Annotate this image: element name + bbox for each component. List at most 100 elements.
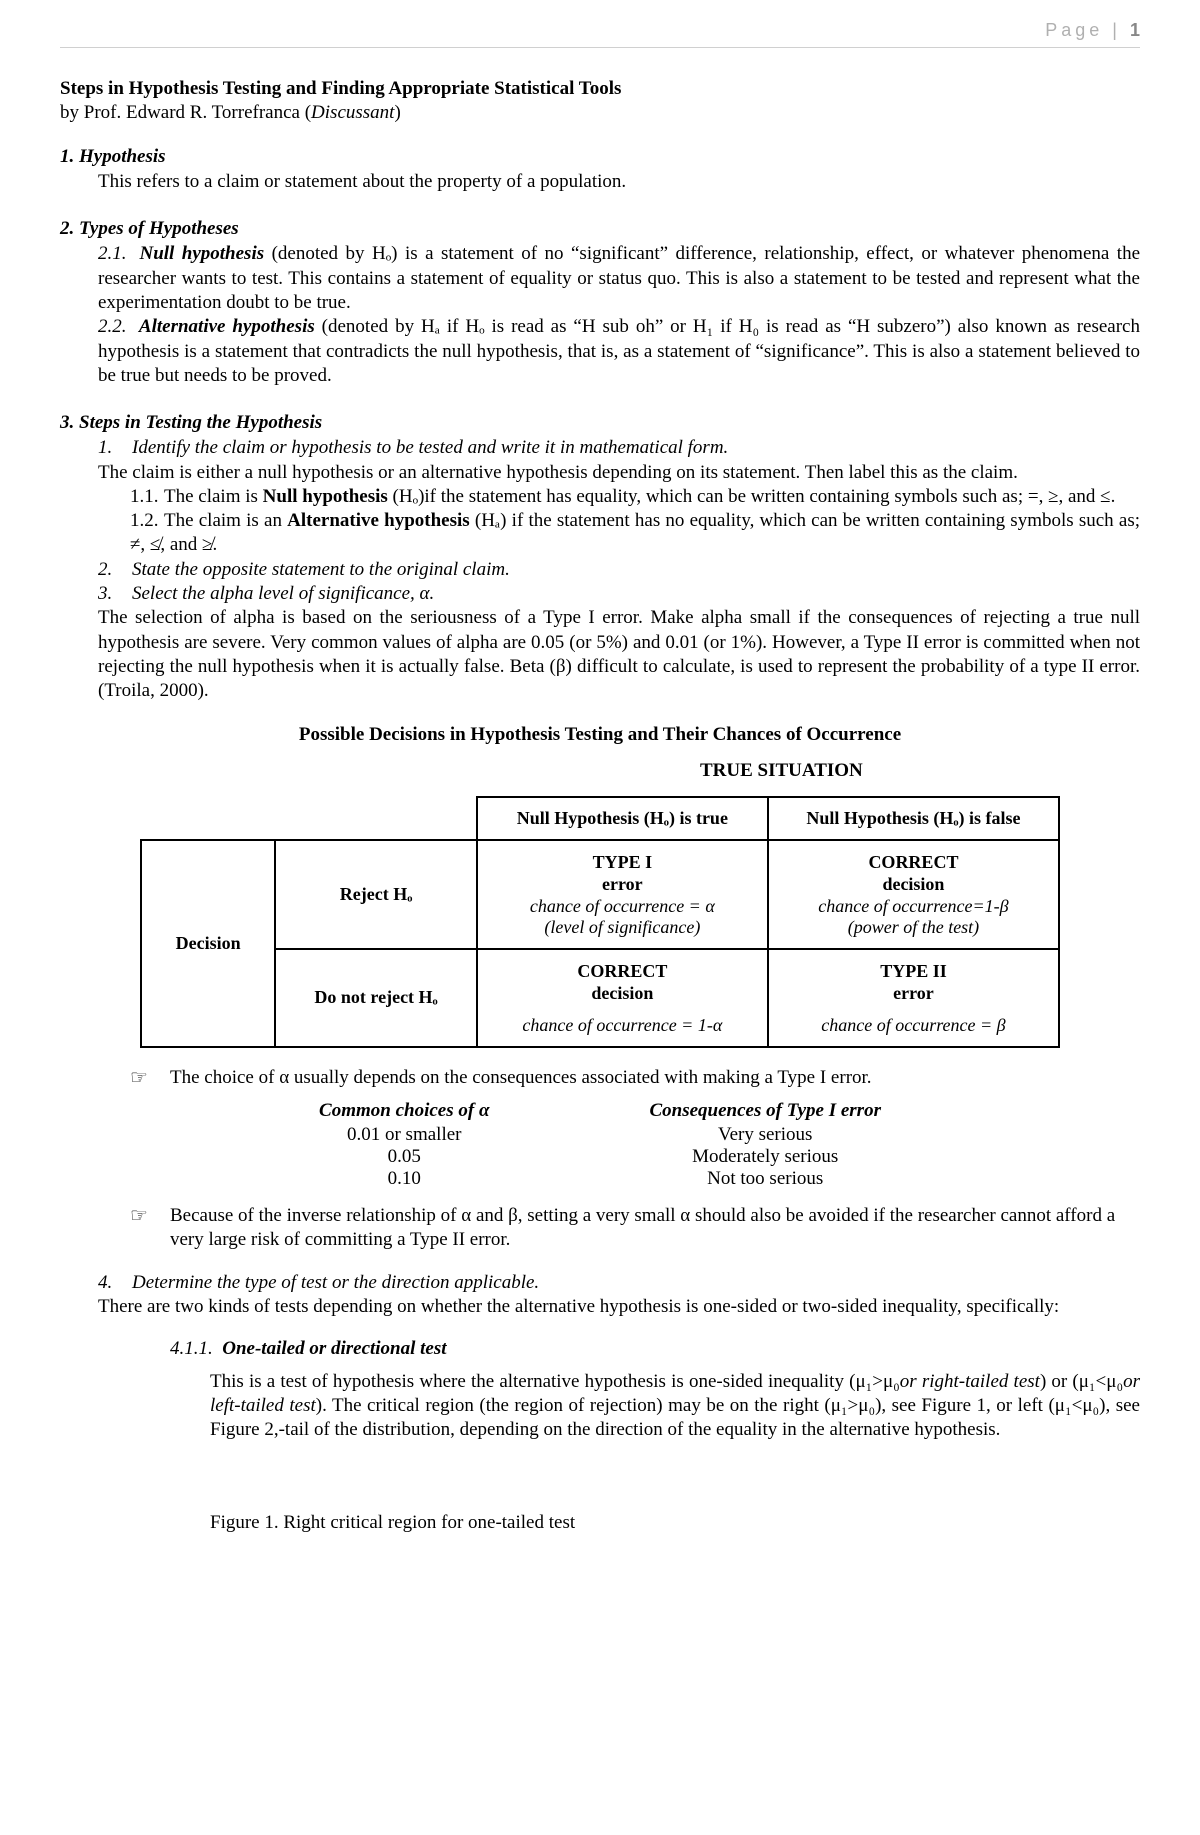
- section-3-num: 3.: [60, 412, 74, 433]
- cell-type2-c: chance of occurrence = β: [783, 1015, 1044, 1036]
- cell-type1-c: chance of occurrence = α: [492, 896, 753, 917]
- step-2-heading: 2.State the opposite statement to the or…: [98, 558, 1140, 582]
- step-1-sub-2: 1.2.The claim is an Alternative hypothes…: [130, 509, 1140, 558]
- document-page: Page | 1 Steps in Hypothesis Testing and…: [0, 0, 1200, 1835]
- table-row: Decision Reject Hₒ TYPE Ierror chance of…: [141, 840, 1059, 949]
- page-sep: |: [1112, 20, 1121, 40]
- byline-role: Discussant: [311, 102, 394, 123]
- cell-cp-d: (power of the test): [783, 917, 1044, 938]
- step-1-sub-1-bold: Null hypothesis: [263, 486, 388, 507]
- page-label: Page: [1045, 20, 1103, 40]
- section-1-heading: 1. Hypothesis: [60, 146, 1140, 168]
- p411-b: or right-tailed test: [900, 1371, 1040, 1392]
- col-header-h0-false: Null Hypothesis (Hₒ) is false: [768, 797, 1059, 840]
- row-do-not-reject: Do not reject Hₒ: [275, 949, 477, 1047]
- p411-e: ). The critical region (the region of re…: [210, 1395, 1140, 1440]
- cell-cp-c: chance of occurrence=1-β: [783, 896, 1044, 917]
- cell-type1-d: (level of significance): [492, 917, 753, 938]
- alpha-r2: 0.05: [319, 1146, 489, 1168]
- byline: by Prof. Edward R. Torrefranca (Discussa…: [60, 102, 1140, 124]
- p411-a: This is a test of hypothesis where the a…: [210, 1371, 900, 1392]
- step-4-num: 4.: [98, 1271, 132, 1295]
- step-411-title: One-tailed or directional test: [222, 1338, 446, 1359]
- rowgroup-decision: Decision: [141, 840, 275, 1047]
- byline-suffix: ): [394, 102, 400, 123]
- step-3-num: 3.: [98, 582, 132, 606]
- consequence-column: Consequences of Type I error Very seriou…: [649, 1100, 881, 1190]
- section-1-title: Hypothesis: [79, 146, 166, 167]
- table-row: Null Hypothesis (Hₒ) is true Null Hypoth…: [141, 797, 1059, 840]
- cell-cp-a: CORRECT: [868, 852, 958, 872]
- alpha-column: Common choices of α 0.01 or smaller 0.05…: [319, 1100, 489, 1190]
- note-1-text: The choice of α usually depends on the c…: [170, 1066, 1140, 1090]
- step-1-sub-1-pre: The claim is: [164, 486, 263, 507]
- section-1-num: 1.: [60, 146, 74, 167]
- pointing-hand-icon: ☞: [130, 1066, 170, 1088]
- note-2-text: Because of the inverse relationship of α…: [170, 1204, 1140, 1253]
- section-2-title: Types of Hypotheses: [79, 218, 239, 239]
- step-1-title: Identify the claim or hypothesis to be t…: [132, 437, 728, 458]
- step-1-sub-2-pre: The claim is an: [164, 510, 287, 531]
- section-3-heading: 3. Steps in Testing the Hypothesis: [60, 412, 1140, 434]
- row-reject-h0: Reject Hₒ: [275, 840, 477, 949]
- cell-type1-b: error: [602, 874, 643, 894]
- step-4-body: There are two kinds of tests depending o…: [98, 1295, 1140, 1319]
- step-2-title: State the opposite statement to the orig…: [132, 559, 510, 580]
- step-1-sub-1-post: (Hₒ)if the statement has equality, which…: [388, 486, 1116, 507]
- empty-cell: [141, 797, 477, 840]
- step-1-body: The claim is either a null hypothesis or…: [98, 461, 1140, 485]
- step-1-sub-2-num: 1.2.: [130, 509, 164, 533]
- step-1-sub-1: 1.1.The claim is Null hypothesis (Hₒ)if …: [130, 485, 1140, 509]
- cell-type2: TYPE IIerror chance of occurrence = β: [768, 949, 1059, 1047]
- cons-r1: Very serious: [649, 1124, 881, 1146]
- col-header-h0-true: Null Hypothesis (Hₒ) is true: [477, 797, 768, 840]
- section-2-item-2: 2.2. Alternative hypothesis (denoted by …: [98, 315, 1140, 388]
- note-1: ☞ The choice of α usually depends on the…: [130, 1066, 1140, 1090]
- step-1-heading: 1.Identify the claim or hypothesis to be…: [98, 436, 1140, 460]
- s2-i1-lead: Null hypothesis: [139, 243, 264, 264]
- s2-i2-num: 2.2.: [98, 315, 132, 339]
- step-3-title: Select the alpha level of significance, …: [132, 583, 434, 604]
- page-number: 1: [1130, 20, 1140, 40]
- cell-type2-a: TYPE II: [880, 961, 947, 981]
- decision-table-title: Possible Decisions in Hypothesis Testing…: [60, 724, 1140, 746]
- alpha-consequence-table: Common choices of α 0.01 or smaller 0.05…: [60, 1100, 1140, 1190]
- note-2: ☞ Because of the inverse relationship of…: [130, 1204, 1140, 1253]
- alpha-r1: 0.01 or smaller: [319, 1124, 489, 1146]
- table-row: Do not reject Hₒ CORRECTdecision chance …: [141, 949, 1059, 1047]
- alpha-col-head: Common choices of α: [319, 1100, 489, 1122]
- section-3-title: Steps in Testing the Hypothesis: [79, 412, 322, 433]
- step-4-title: Determine the type of test or the direct…: [132, 1272, 539, 1293]
- cell-type1-a: TYPE I: [593, 852, 653, 872]
- cell-c1a-c: chance of occurrence = 1-α: [492, 1015, 753, 1036]
- step-4-heading: 4.Determine the type of test or the dire…: [98, 1271, 1140, 1295]
- step-1-num: 1.: [98, 436, 132, 460]
- step-1-sub-2-bold: Alternative hypothesis: [287, 510, 470, 531]
- section-2-num: 2.: [60, 218, 74, 239]
- cons-col-head: Consequences of Type I error: [649, 1100, 881, 1122]
- cons-r3: Not too serious: [649, 1168, 881, 1190]
- s2-i2-lead: Alternative hypothesis: [139, 316, 315, 337]
- step-411-heading: 4.1.1. One-tailed or directional test: [170, 1337, 1140, 1361]
- cell-type1: TYPE Ierror chance of occurrence = α (le…: [477, 840, 768, 949]
- cell-type2-b: error: [893, 983, 934, 1003]
- section-2-heading: 2. Types of Hypotheses: [60, 218, 1140, 240]
- true-situation-label: TRUE SITUATION: [700, 760, 1140, 782]
- step-2-num: 2.: [98, 558, 132, 582]
- page-header: Page | 1: [60, 20, 1140, 48]
- byline-prefix: by Prof. Edward R. Torrefranca (: [60, 102, 311, 123]
- document-title: Steps in Hypothesis Testing and Finding …: [60, 78, 1140, 100]
- section-2-item-1: 2.1. Null hypothesis (denoted by Hₒ) is …: [98, 242, 1140, 315]
- cell-c1a-a: CORRECT: [577, 961, 667, 981]
- pointing-hand-icon: ☞: [130, 1204, 170, 1226]
- cell-c1a-b: decision: [591, 983, 653, 1003]
- cell-correct-power: CORRECTdecision chance of occurrence=1-β…: [768, 840, 1059, 949]
- step-3-body: The selection of alpha is based on the s…: [98, 606, 1140, 703]
- decision-table: Null Hypothesis (Hₒ) is true Null Hypoth…: [140, 796, 1060, 1048]
- step-411-num: 4.1.1.: [170, 1338, 213, 1359]
- cell-correct-1a: CORRECTdecision chance of occurrence = 1…: [477, 949, 768, 1047]
- step-3-heading: 3.Select the alpha level of significance…: [98, 582, 1140, 606]
- cell-cp-b: decision: [882, 874, 944, 894]
- section-1-body: This refers to a claim or statement abou…: [98, 170, 1140, 194]
- figure-1-caption: Figure 1. Right critical region for one-…: [210, 1512, 1140, 1534]
